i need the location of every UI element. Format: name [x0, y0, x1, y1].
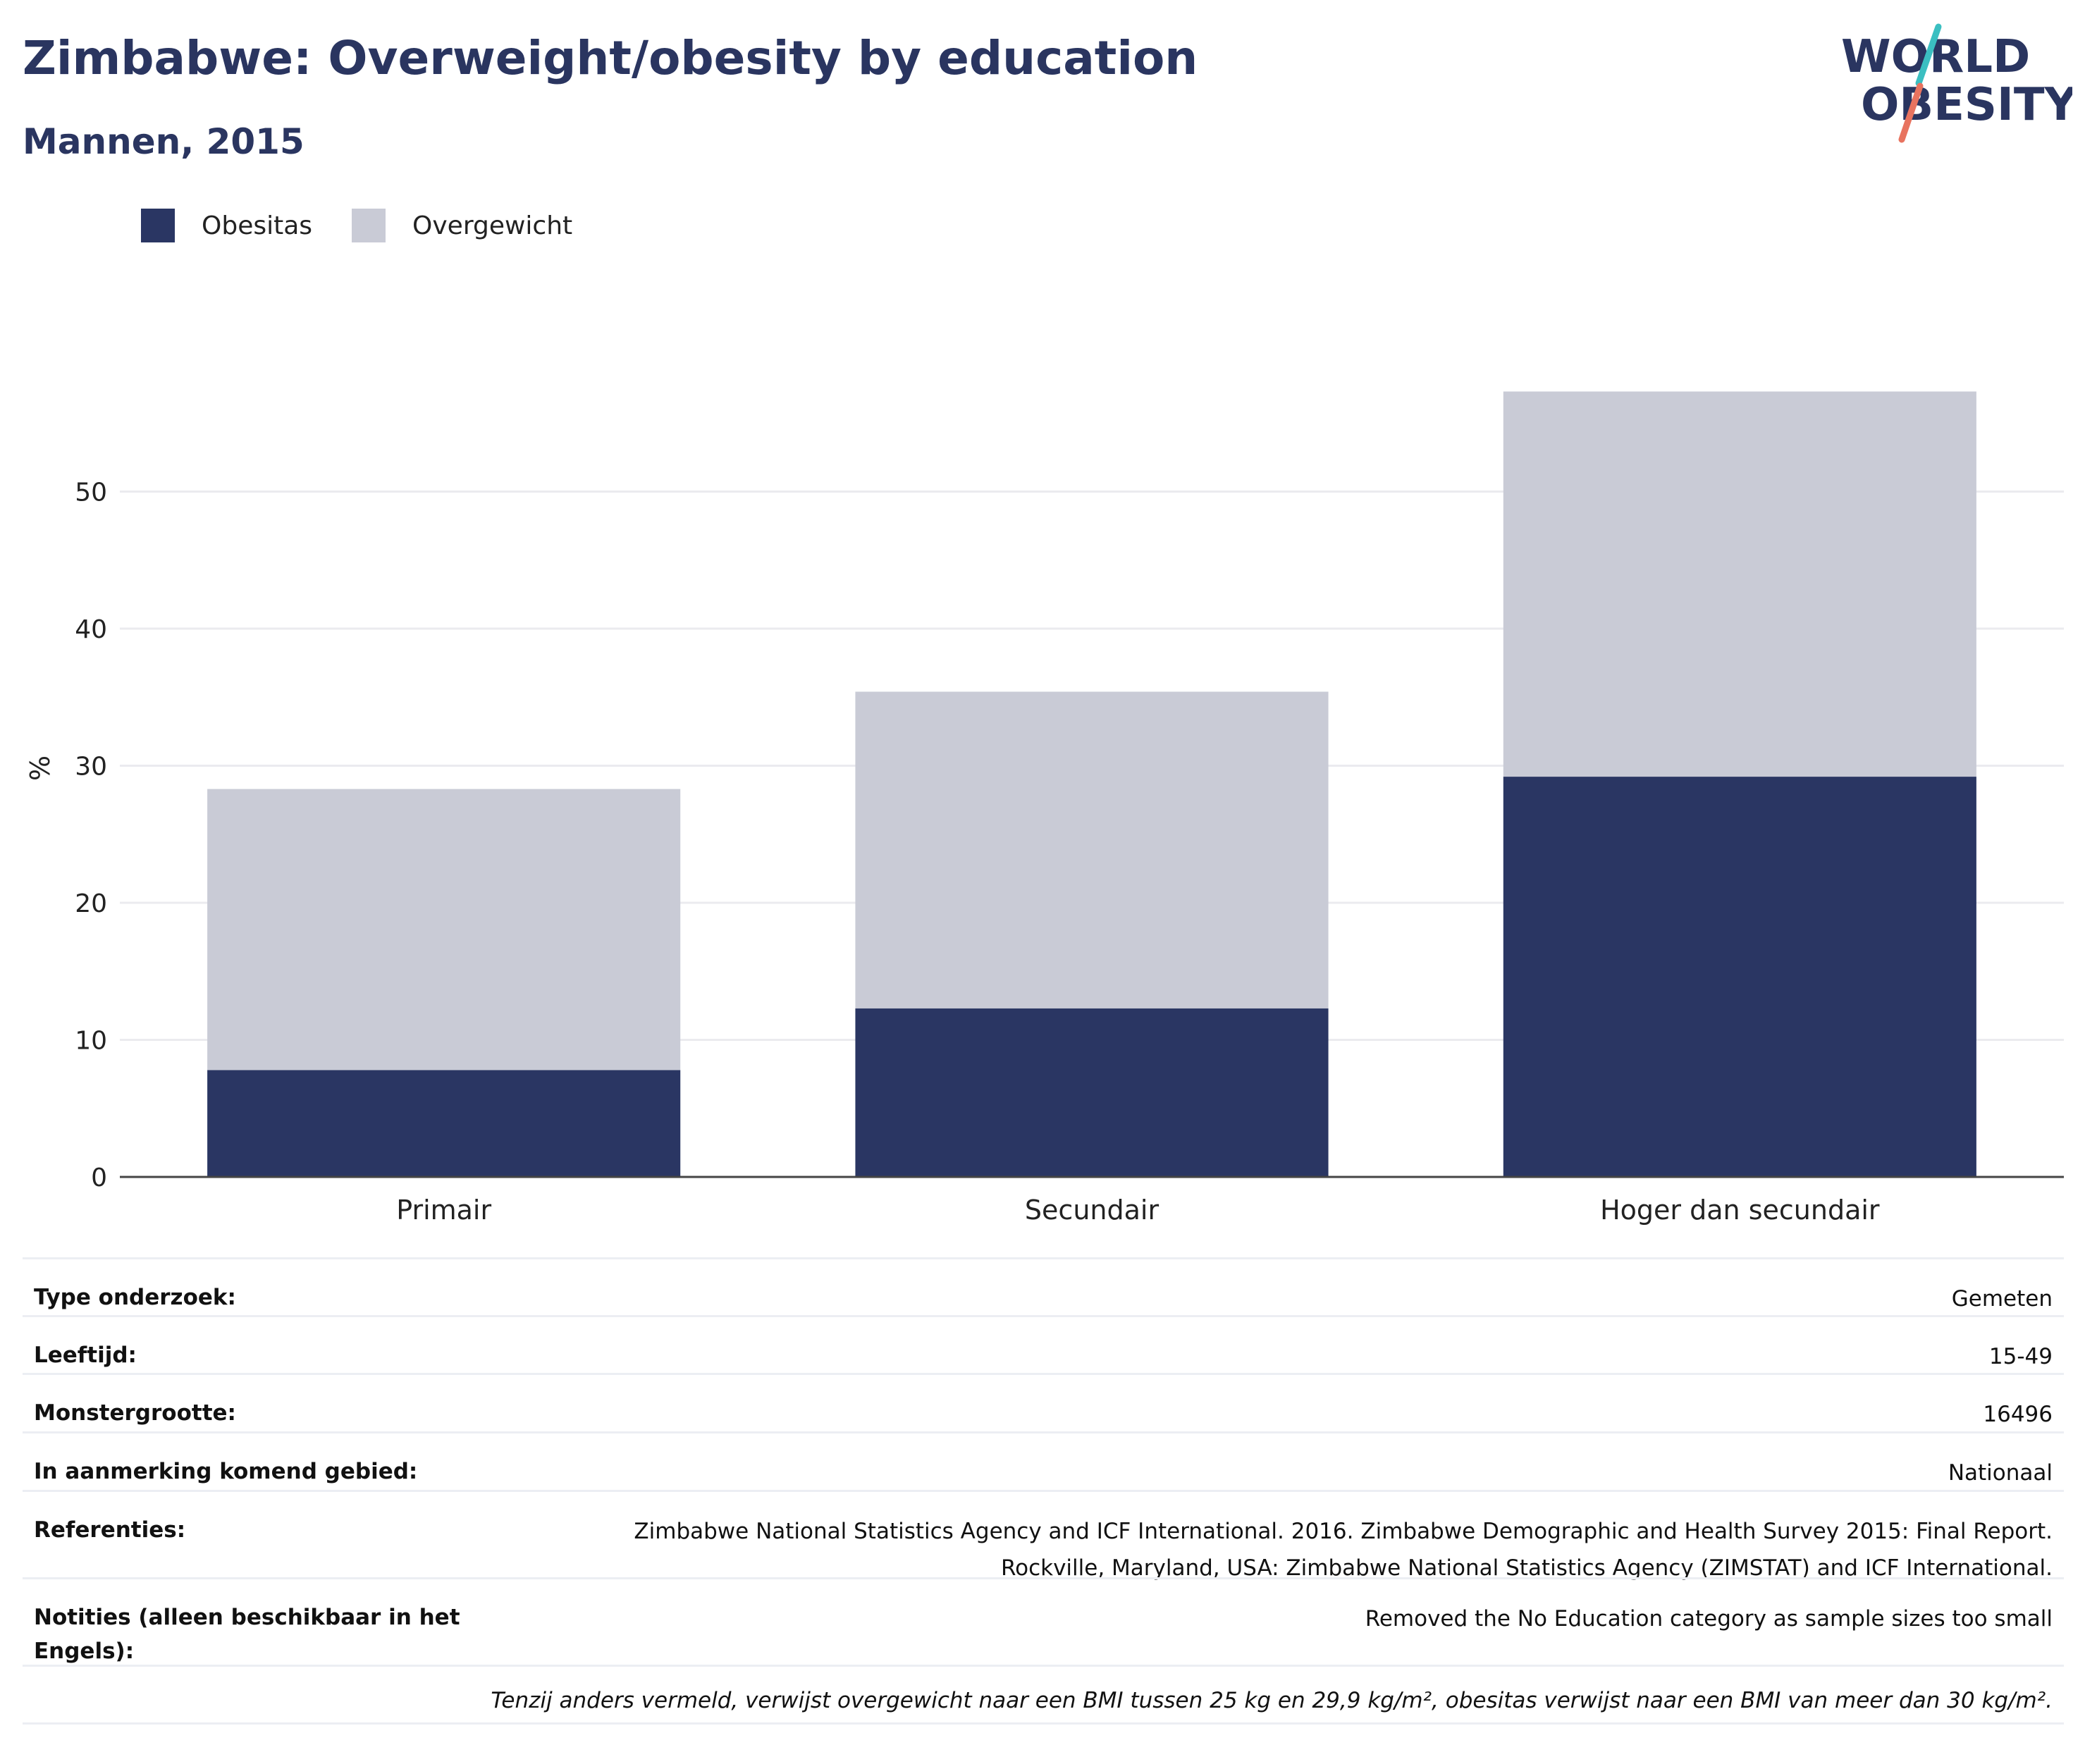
y-tick-label: 0	[91, 1164, 107, 1192]
y-tick-label: 20	[75, 889, 107, 918]
logo-slash-coral	[1898, 82, 1924, 143]
legend-label-overgewicht: Overgewicht	[412, 211, 573, 240]
info-row-leeftijd: Leeftijd: 15-49	[23, 1315, 2064, 1373]
x-tick-label: Hoger dan secundair	[1600, 1195, 1880, 1226]
info-table: Type onderzoek: Gemeten Leeftijd: 15-49 …	[23, 1257, 2064, 1725]
info-value: Nationaal	[1948, 1460, 2053, 1486]
info-value: Removed the No Education category as sam…	[1365, 1606, 2053, 1632]
logo-slash-teal	[1915, 23, 1942, 87]
info-key: Referenties:	[34, 1517, 186, 1543]
legend-item-overgewicht[interactable]: Overgewicht	[352, 209, 572, 242]
legend-swatch-overgewicht	[352, 209, 386, 242]
info-key: Leeftijd:	[34, 1343, 137, 1368]
legend-item-obesitas[interactable]: Obesitas	[141, 209, 312, 242]
info-row-referenties: Referenties: Zimbabwe National Statistic…	[23, 1490, 2064, 1581]
bar-overgewicht-2	[855, 691, 1329, 1009]
bar-overgewicht-3	[1503, 391, 1976, 777]
bar-obesitas-1	[207, 1070, 681, 1177]
chart-legend: Obesitas Overgewicht	[141, 209, 612, 242]
info-bottom-rule	[23, 1722, 2064, 1725]
y-tick-label: 50	[75, 479, 107, 507]
bar-overgewicht-1	[207, 789, 681, 1071]
x-tick-label: Primair	[396, 1195, 491, 1226]
footnote: Tenzij anders vermeld, verwijst overgewi…	[491, 1688, 2053, 1713]
info-row-notities: Notities (alleen beschikbaar in het Enge…	[23, 1577, 2064, 1665]
info-key: In aanmerking komend gebied:	[34, 1459, 418, 1484]
info-value: 16496	[1983, 1402, 2053, 1427]
axes: 0 10 20 30 40 50 Primair Secundair Hoger dan sec…	[75, 479, 2064, 1226]
y-axis-label: %	[25, 755, 56, 781]
bar-chart: 0 10 20 30 40 50 Primair Secundair Hoger dan sec…	[25, 391, 2064, 1226]
info-key: Notities (alleen beschikbaar in het Enge…	[34, 1605, 460, 1664]
world-obesity-logo: WORLD OBESITY	[1841, 23, 2072, 143]
info-value: Zimbabwe National Statistics Agency and …	[634, 1519, 2053, 1581]
legend-label-obesitas: Obesitas	[202, 211, 313, 240]
y-tick-label: 30	[75, 753, 107, 782]
bar-obesitas-2	[855, 1008, 1329, 1177]
chart-subtitle: Mannen, 2015	[23, 121, 305, 162]
info-key: Type onderzoek:	[34, 1285, 236, 1310]
logo-word-obesity: OBESITY	[1861, 79, 2072, 131]
info-row-footnote: Tenzij anders vermeld, verwijst overgewi…	[23, 1665, 2064, 1722]
bar-obesitas-3	[1503, 777, 1976, 1177]
info-key: Monstergrootte:	[34, 1400, 236, 1426]
info-row-monstergrootte: Monstergrootte: 16496	[23, 1373, 2064, 1431]
y-tick-label: 10	[75, 1027, 107, 1056]
info-row-gebied: In aanmerking komend gebied: Nationaal	[23, 1431, 2064, 1490]
info-value: 15-49	[1988, 1344, 2053, 1369]
info-row-type-onderzoek: Type onderzoek: Gemeten	[23, 1257, 2064, 1315]
y-tick-label: 40	[75, 615, 107, 644]
legend-swatch-obesitas	[141, 209, 175, 242]
info-value: Gemeten	[1951, 1286, 2053, 1312]
chart-title: Zimbabwe: Overweight/obesity by educatio…	[23, 31, 1198, 85]
bars	[207, 391, 1976, 1177]
x-tick-label: Secundair	[1025, 1195, 1160, 1226]
